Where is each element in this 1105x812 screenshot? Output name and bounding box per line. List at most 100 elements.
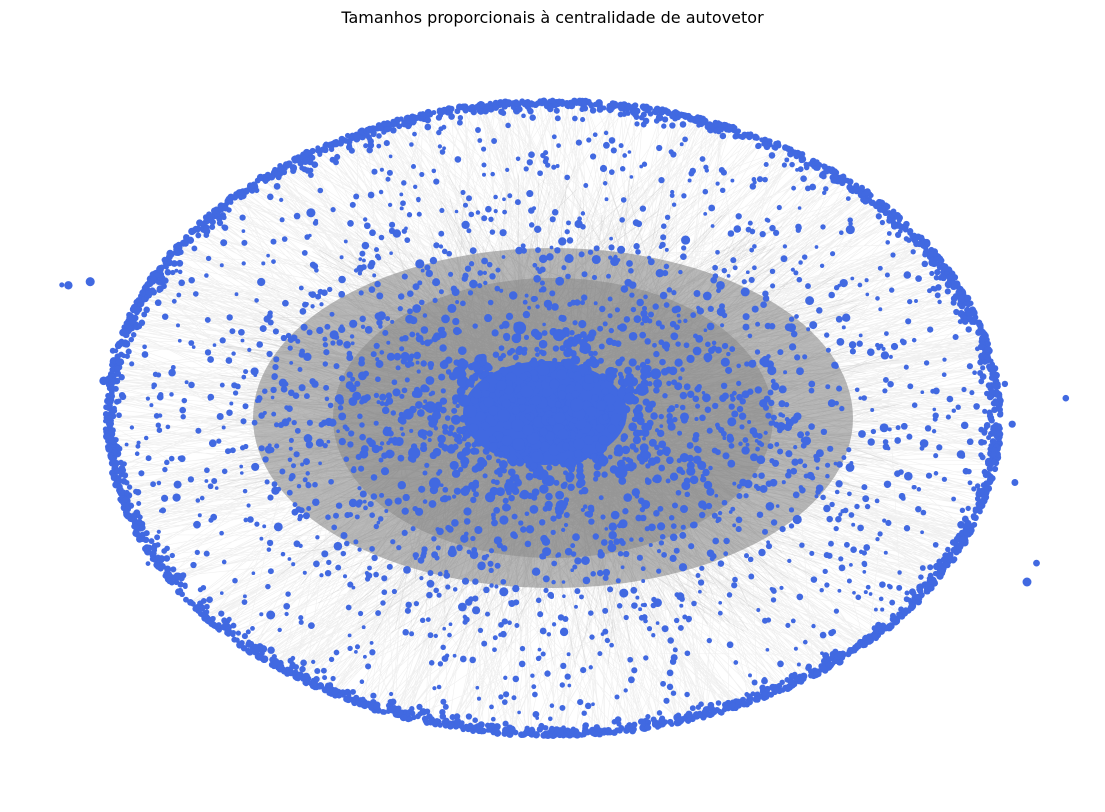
node <box>133 488 139 495</box>
node <box>523 166 529 172</box>
node <box>771 382 780 391</box>
node <box>558 237 567 246</box>
node <box>164 269 172 276</box>
node <box>264 445 273 454</box>
node <box>287 457 293 463</box>
node <box>306 680 312 686</box>
node <box>827 399 836 408</box>
node <box>317 187 324 194</box>
node <box>226 616 232 622</box>
node <box>250 625 255 631</box>
node <box>656 113 663 120</box>
node <box>679 603 684 608</box>
node <box>376 143 382 149</box>
node <box>465 378 475 387</box>
node <box>674 324 680 331</box>
node <box>705 502 713 510</box>
node <box>452 432 458 438</box>
node <box>666 669 674 677</box>
node <box>298 285 304 291</box>
node <box>463 518 471 525</box>
node <box>303 434 313 443</box>
node <box>598 455 609 466</box>
node <box>877 531 883 537</box>
node <box>424 116 432 124</box>
node <box>763 404 769 411</box>
node <box>200 604 206 611</box>
node <box>531 451 544 464</box>
node <box>311 684 318 691</box>
node <box>123 321 131 328</box>
node <box>624 366 633 375</box>
node <box>534 346 540 353</box>
node <box>344 132 351 139</box>
node <box>897 570 902 575</box>
node <box>779 687 786 693</box>
node <box>539 484 549 494</box>
node <box>246 182 254 190</box>
node <box>454 717 461 725</box>
node <box>259 536 264 541</box>
node <box>486 454 492 461</box>
node <box>587 504 595 512</box>
node <box>344 512 351 519</box>
node <box>942 561 950 569</box>
node <box>154 299 162 307</box>
node <box>597 651 603 657</box>
node <box>658 440 667 449</box>
node <box>966 468 972 475</box>
node <box>833 608 840 614</box>
node <box>397 454 405 462</box>
node <box>116 412 122 419</box>
node <box>676 466 684 474</box>
node <box>744 361 750 367</box>
node <box>721 267 728 274</box>
node <box>538 519 546 526</box>
node <box>778 385 787 394</box>
node <box>712 264 718 271</box>
node <box>658 413 664 420</box>
node <box>290 167 297 175</box>
node <box>130 332 137 338</box>
node <box>451 469 461 478</box>
node <box>386 352 395 361</box>
node <box>318 421 325 428</box>
node <box>661 625 669 633</box>
node <box>636 413 643 419</box>
node <box>204 316 211 323</box>
node <box>772 145 779 151</box>
node <box>363 505 368 511</box>
node <box>468 261 475 267</box>
node <box>706 427 713 434</box>
node <box>628 462 637 470</box>
node <box>254 646 261 654</box>
node <box>452 366 466 380</box>
node <box>759 230 766 238</box>
node <box>365 572 373 579</box>
node <box>626 260 633 267</box>
node <box>641 161 648 167</box>
node <box>359 433 366 441</box>
node <box>637 418 644 425</box>
node <box>711 709 718 716</box>
node <box>671 502 679 509</box>
node <box>588 518 595 525</box>
node <box>752 431 759 438</box>
node <box>419 576 424 581</box>
node <box>452 443 459 450</box>
node <box>109 384 115 390</box>
node <box>679 404 686 411</box>
node <box>578 732 585 738</box>
node <box>204 349 212 356</box>
node <box>678 376 683 381</box>
node <box>433 587 439 594</box>
node <box>823 186 829 192</box>
node <box>161 283 167 290</box>
node <box>403 566 411 574</box>
node <box>885 240 890 245</box>
node <box>529 101 537 108</box>
node <box>683 383 691 391</box>
node <box>821 163 827 169</box>
node <box>572 533 580 541</box>
